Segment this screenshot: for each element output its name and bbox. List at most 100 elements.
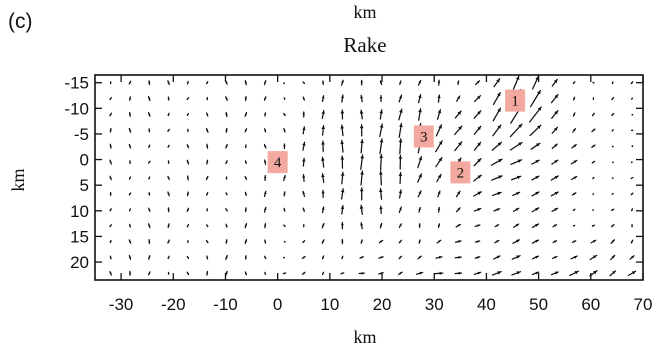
rake-arrow <box>186 112 190 117</box>
rake-arrow <box>473 125 482 136</box>
rake-arrow <box>186 159 190 165</box>
rake-arrow <box>358 271 365 275</box>
rake-arrow <box>491 141 503 151</box>
rake-arrow <box>492 124 502 137</box>
rake-arrow <box>321 173 325 183</box>
rake-arrow <box>570 175 578 181</box>
rake-arrow <box>572 81 576 85</box>
rake-arrow <box>359 109 364 120</box>
rake-arrow <box>205 159 209 165</box>
asperity-marker: 3 <box>413 125 434 148</box>
rake-arrow <box>302 174 306 182</box>
x-tick-label: 10 <box>320 295 339 314</box>
rake-arrow <box>360 138 364 154</box>
rake-arrow <box>340 109 345 120</box>
x-tick-label: -10 <box>213 295 238 314</box>
rake-arrow <box>454 110 462 119</box>
rake-arrow <box>474 240 481 243</box>
rake-arrow <box>550 191 559 197</box>
rake-arrow <box>148 112 151 117</box>
rake-arrow <box>473 271 482 276</box>
rake-arrow <box>263 80 267 86</box>
rake-arrow <box>435 140 443 153</box>
y-tick-label: 5 <box>80 176 89 195</box>
rake-arrow <box>225 80 228 85</box>
rake-arrow <box>398 138 403 155</box>
rake-arrow <box>109 271 113 276</box>
rake-arrow <box>379 95 383 103</box>
rake-arrow <box>109 208 112 212</box>
rake-arrow <box>435 124 443 137</box>
rake-arrow <box>378 256 384 259</box>
rake-arrow <box>398 108 403 121</box>
rake-arrow <box>283 224 286 227</box>
rake-arrow <box>321 124 326 136</box>
rake-arrow <box>302 126 306 135</box>
rake-arrow <box>611 81 614 85</box>
rake-arrow <box>512 207 520 212</box>
rake-arrow <box>225 111 228 118</box>
rake-arrow <box>494 224 500 228</box>
rake-arrow <box>302 190 306 198</box>
rake-arrow <box>418 223 421 229</box>
rake-arrow <box>398 171 403 185</box>
rake-arrow <box>263 96 267 101</box>
rake-arrow <box>627 270 637 277</box>
rake-arrow <box>167 239 170 244</box>
rake-arrow <box>360 79 363 86</box>
rake-arrow <box>611 112 615 117</box>
rake-vector-field <box>109 75 637 277</box>
rake-arrow <box>128 160 132 165</box>
top-axis-label: km <box>353 2 376 22</box>
x-tick-label: 30 <box>425 295 444 314</box>
rake-arrow <box>512 75 520 90</box>
rake-arrow <box>167 207 170 213</box>
rake-arrow <box>167 271 170 275</box>
rake-arrow <box>244 238 248 245</box>
rake-arrow <box>611 129 614 132</box>
rake-arrow <box>340 171 345 185</box>
rake-arrow <box>551 78 558 87</box>
rake-arrow <box>379 222 383 229</box>
rake-arrow <box>283 97 286 100</box>
rake-arrow <box>225 127 228 133</box>
rake-arrow <box>529 106 542 123</box>
rake-arrow <box>206 255 209 260</box>
rake-arrow <box>321 271 325 276</box>
rake-arrow <box>109 81 112 85</box>
rake-arrow <box>205 127 209 133</box>
rake-arrow <box>167 191 170 197</box>
rake-arrow <box>379 109 384 120</box>
rake-arrow <box>398 154 403 170</box>
rake-arrow <box>551 109 559 119</box>
rake-arrow <box>360 239 363 244</box>
rake-arrow <box>572 224 576 227</box>
rake-arrow <box>244 255 247 260</box>
rake-arrow <box>321 189 325 199</box>
rake-arrow <box>592 81 595 84</box>
rake-arrow <box>147 160 151 164</box>
rake-arrow <box>264 128 267 133</box>
rake-arrow <box>302 157 306 167</box>
x-axis-ticks: -30 -20 -10 0 10 20 30 40 50 60 70 <box>109 75 652 314</box>
rake-arrow <box>321 255 325 260</box>
rake-arrow <box>610 223 615 228</box>
rake-arrow <box>244 80 248 86</box>
rake-arrow <box>531 271 540 276</box>
rake-arrow <box>398 239 403 244</box>
rake-arrow <box>282 272 287 275</box>
rake-arrow <box>572 208 576 211</box>
rake-arrow <box>378 170 383 186</box>
rake-arrow <box>436 173 442 183</box>
rake-arrow <box>473 110 482 119</box>
y-axis-ticks: -15 -10 -5 0 5 10 15 20 <box>64 74 643 272</box>
rake-arrow <box>493 255 501 260</box>
rake-arrow <box>456 95 461 102</box>
rake-arrow <box>167 96 170 101</box>
rake-arrow <box>435 156 443 168</box>
rake-arrow <box>128 254 132 260</box>
rake-arrow <box>128 111 132 117</box>
rake-arrow <box>244 160 247 164</box>
rake-arrow <box>591 160 596 164</box>
